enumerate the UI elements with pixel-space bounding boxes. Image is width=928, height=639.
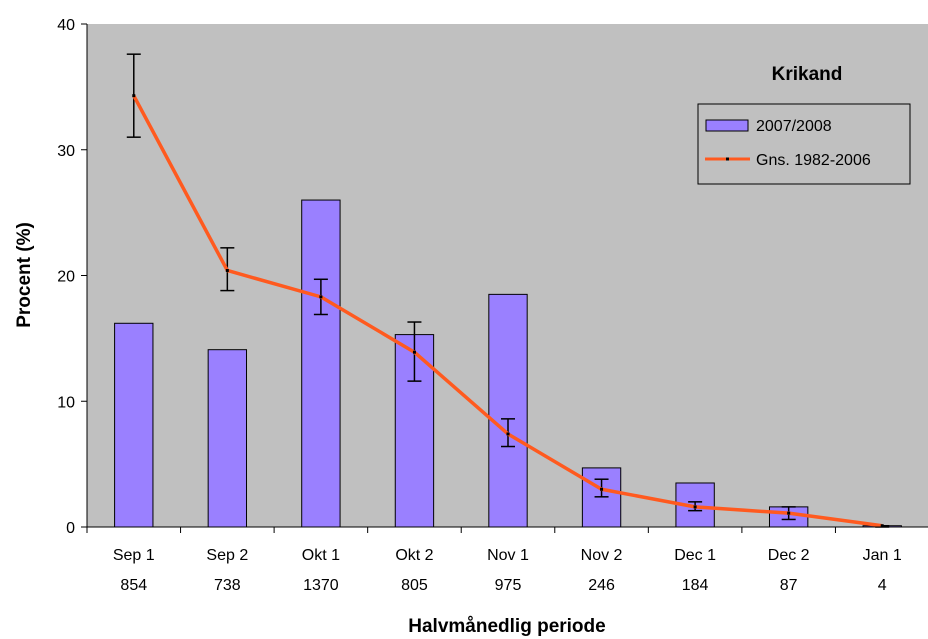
x-tick-label: Dec 2	[768, 547, 810, 564]
y-tick-label: 0	[66, 520, 75, 537]
x-tick-label: Okt 1	[302, 547, 340, 564]
x-tick-label: Dec 1	[674, 547, 716, 564]
line-point	[132, 94, 136, 98]
x-count-label: 738	[214, 577, 241, 594]
x-count-label: 184	[682, 577, 709, 594]
legend-line-marker	[726, 157, 729, 161]
y-axis-title: Procent (%)	[14, 222, 35, 328]
x-tick-label: Nov 1	[487, 547, 529, 564]
legend-box	[697, 103, 911, 185]
bar-sep-2	[207, 349, 248, 528]
legend-bar-swatch	[705, 119, 749, 132]
x-count-label: 805	[401, 577, 428, 594]
x-count-label: 4	[878, 577, 887, 594]
bar-sep-1	[114, 322, 154, 528]
x-count-label: 87	[780, 577, 798, 594]
line-point	[506, 432, 510, 436]
x-count-label: 975	[495, 577, 522, 594]
x-tick-label: Jan 1	[863, 547, 902, 564]
line-point	[880, 524, 884, 528]
x-tick-label: Okt 2	[395, 547, 433, 564]
line-point	[693, 505, 697, 509]
y-tick-label: 20	[57, 269, 75, 286]
y-tick-label: 30	[57, 143, 75, 160]
line-point	[787, 511, 791, 515]
bar-okt-1	[301, 199, 341, 528]
line-point	[319, 295, 323, 299]
line-point	[225, 268, 229, 272]
x-count-label: 1370	[303, 577, 339, 594]
x-count-label: 854	[120, 577, 147, 594]
x-count-label: 246	[588, 577, 615, 594]
line-point	[412, 350, 416, 354]
x-tick-label: Sep 2	[206, 547, 248, 564]
x-tick-label: Nov 2	[581, 547, 623, 564]
y-tick-label: 40	[57, 17, 75, 34]
x-tick-label: Sep 1	[113, 547, 155, 564]
bar-nov-1	[488, 293, 528, 528]
line-point	[600, 487, 604, 491]
chart-title: Krikand	[772, 64, 843, 85]
legend-label-bars: 2007/2008	[756, 118, 832, 135]
legend: 2007/2008 Gns. 1982-2006	[697, 103, 911, 185]
x-axis-title: Halvmånedlig periode	[408, 616, 605, 637]
legend-label-line: Gns. 1982-2006	[756, 152, 871, 169]
y-tick-label: 10	[57, 394, 75, 411]
